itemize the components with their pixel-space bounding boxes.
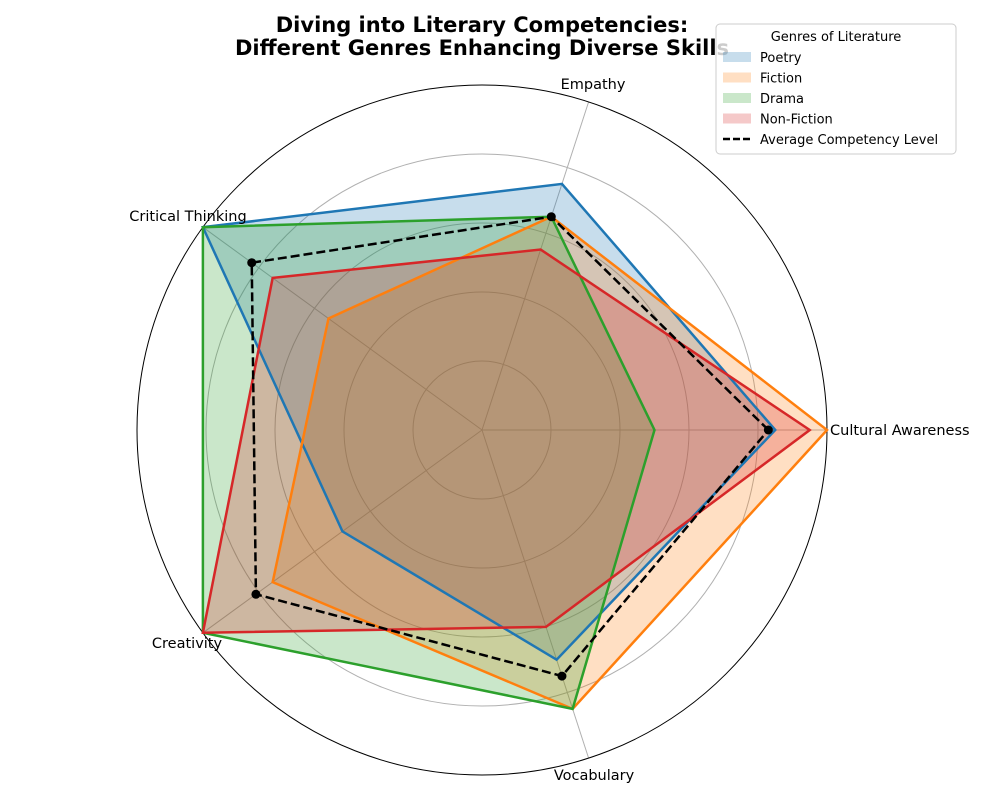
axis-label: Cultural Awareness [830, 423, 970, 439]
axis-label: Vocabulary [554, 768, 635, 784]
grid-spoke [481, 429, 590, 759]
legend-label: Average Competency Level [760, 133, 938, 148]
series-line-poetry [201, 182, 777, 662]
legend-swatch [723, 72, 751, 83]
axis-label: Critical Thinking [129, 209, 246, 225]
series-line-non-fiction [201, 248, 812, 635]
average-marker [251, 589, 261, 599]
legend-title: Genres of Literature [771, 30, 902, 45]
average-marker [546, 212, 556, 222]
chart-title: Diving into Literary Competencies: [276, 13, 689, 37]
legend-label: Non-Fiction [760, 113, 833, 128]
radar-grid [136, 84, 828, 776]
legend: Genres of Literature Poetry Fiction Drama No… [715, 23, 957, 155]
axis-label: Empathy [561, 77, 626, 93]
axis-labels: Cultural Awareness Empathy Critical Thinki… [129, 77, 969, 784]
average-marker [763, 425, 773, 435]
average-marker [557, 671, 567, 681]
series-line-fiction [271, 215, 829, 711]
chart-subtitle: Different Genres Enhancing Diverse Skill… [235, 36, 729, 60]
legend-swatch [723, 93, 751, 103]
grid-spoke [481, 101, 590, 431]
legend-label: Fiction [760, 72, 802, 87]
legend-swatch [723, 52, 751, 62]
series-fill-non-fiction [202, 249, 810, 633]
legend-box [715, 23, 957, 155]
average-line [250, 215, 771, 678]
legend-swatch [723, 113, 751, 124]
series-fill-poetry [202, 183, 776, 660]
legend-label: Drama [760, 92, 804, 107]
series-fill-fiction [272, 216, 827, 709]
series-layer [201, 182, 829, 711]
series-line-drama [201, 215, 656, 711]
axis-label: Creativity [152, 636, 223, 652]
legend-label: Poetry [760, 51, 802, 66]
average-marker [247, 258, 257, 268]
series-fill-drama [202, 216, 655, 709]
